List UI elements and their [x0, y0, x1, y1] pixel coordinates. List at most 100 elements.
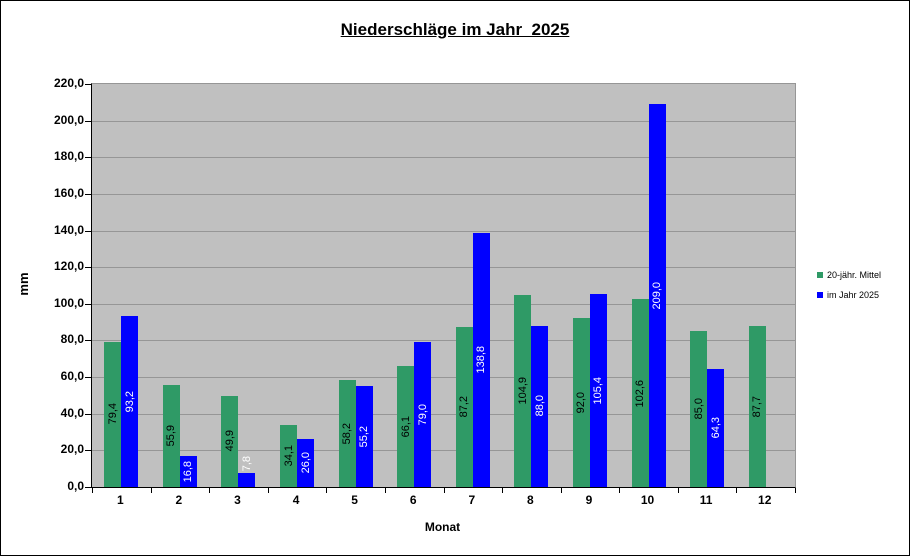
x-axis-tick [443, 488, 445, 493]
x-axis-tick [92, 488, 93, 493]
x-axis-tick [326, 488, 328, 493]
chart-title: Niederschläge im Jahr 2025 [340, 20, 570, 39]
y-tick-label: 220,0 [53, 76, 84, 90]
x-axis-tick [736, 488, 738, 493]
bar-series2-month5 [355, 385, 373, 487]
x-axis-tick [150, 488, 152, 493]
bar-series1-month8 [514, 294, 532, 487]
x-tick-label: 9 [585, 493, 593, 507]
gridline [92, 303, 795, 305]
bar-series1-month6 [397, 365, 415, 487]
gridline [92, 157, 795, 159]
bar-series1-month4 [280, 424, 298, 487]
bar-value-label: 102,6 [634, 379, 647, 408]
y-axis-tick [85, 340, 91, 342]
legend-label: 20-jähr. Mittel [827, 270, 882, 280]
y-tick-label: 80,0 [60, 332, 84, 347]
bar-value-label: 104,9 [516, 377, 529, 405]
bar-value-label: 79,4 [106, 403, 119, 425]
bar-series2-month2 [179, 456, 197, 487]
x-tick-label: 4 [292, 493, 300, 507]
y-tick-label: 100,0 [53, 295, 84, 310]
bar-value-label: 7,8 [240, 456, 253, 472]
bar-series2-month11 [707, 369, 725, 487]
y-axis-tick [85, 120, 91, 122]
legend-swatch-icon [817, 272, 823, 278]
bar-value-label: 105,4 [592, 376, 605, 405]
legend-label: im Jahr 2025 [827, 290, 880, 300]
x-tick-label: 8 [527, 493, 534, 507]
x-axis-tick [677, 488, 679, 493]
gridline [92, 267, 795, 269]
legend: 20-jähr. Mittel im Jahr 2025 [817, 265, 881, 305]
y-axis-tick [85, 450, 91, 452]
bar-series1-month3 [221, 395, 239, 487]
gridline [92, 120, 795, 122]
gridline [92, 193, 795, 195]
y-tick-label: 20,0 [60, 442, 84, 457]
gridline [92, 450, 795, 452]
legend-item-series2: im Jahr 2025 [817, 285, 881, 305]
gridline [92, 413, 795, 415]
x-tick-label: 12 [758, 493, 772, 507]
bar-value-label: 26,0 [299, 452, 312, 474]
bar-series2-month6 [414, 342, 432, 487]
bar-value-label: 85,0 [692, 398, 705, 420]
bar-value-label: 64,3 [709, 417, 722, 439]
x-axis-tick [267, 488, 269, 493]
y-axis-tick [85, 413, 91, 415]
plot-background [92, 84, 795, 487]
bar-value-label: 138,8 [475, 346, 488, 374]
bar-value-label: 93,2 [123, 390, 136, 413]
gridline [92, 377, 795, 379]
x-tick-label: 6 [409, 493, 417, 507]
y-tick-label: 140,0 [53, 222, 84, 237]
bar-series1-month11 [690, 331, 708, 487]
bar-series2-month4 [297, 439, 315, 487]
plot-area: 79,4 93,2 55,9 16,8 49,9 7,8 34,1 26,0 58,2 55,2 6… [85, 83, 796, 493]
bar-series2-month7 [472, 232, 490, 487]
y-axis-tick [85, 267, 91, 269]
bar-series1-month5 [338, 380, 356, 487]
x-axis-tick [619, 488, 621, 493]
x-axis-tick [384, 488, 386, 493]
bar-series2-month9 [589, 293, 607, 487]
bar-value-label: 55,2 [358, 425, 371, 447]
gridline [92, 230, 795, 232]
bar-series2-month10 [648, 104, 666, 487]
gridline [92, 340, 795, 342]
x-axis-tick [209, 488, 211, 493]
bar-series1-month9 [572, 318, 590, 487]
bar-series2-month3 [238, 472, 256, 487]
bar-series1-month1 [104, 341, 122, 487]
y-tick-label: 160,0 [53, 185, 84, 200]
bar-value-label: 58,2 [341, 422, 354, 445]
bar-series2-month1 [121, 316, 139, 487]
y-tick-label: 120,0 [53, 259, 84, 274]
x-tick-label: 11 [699, 493, 713, 507]
bar-value-label: 79,0 [416, 403, 429, 426]
bar-value-label: 87,2 [458, 396, 471, 418]
bar-value-label: 49,9 [223, 430, 236, 452]
y-axis-tick [85, 84, 91, 85]
x-axis-title: Monat [424, 520, 461, 534]
y-tick-label: 60,0 [60, 369, 84, 384]
x-tick-label: 7 [468, 493, 476, 507]
y-tick-label: 200,0 [53, 112, 84, 127]
bar-value-label: 209,0 [651, 282, 664, 310]
x-tick-label: 1 [116, 493, 124, 507]
bar-value-label: 34,1 [282, 444, 295, 467]
bar-series1-month7 [455, 327, 473, 487]
x-tick-label: 3 [234, 493, 241, 507]
y-axis-tick [85, 377, 91, 379]
bar-value-label: 87,7 [751, 395, 764, 418]
x-axis-tick [502, 488, 504, 493]
x-tick-label: 5 [351, 493, 358, 507]
x-axis-tick [560, 488, 562, 493]
bar-series1-month2 [162, 384, 180, 487]
bar-value-label: 55,9 [165, 424, 178, 447]
legend-swatch-icon [817, 292, 823, 298]
y-tick-label: 0,0 [67, 479, 84, 493]
x-axis-tick [795, 488, 796, 493]
